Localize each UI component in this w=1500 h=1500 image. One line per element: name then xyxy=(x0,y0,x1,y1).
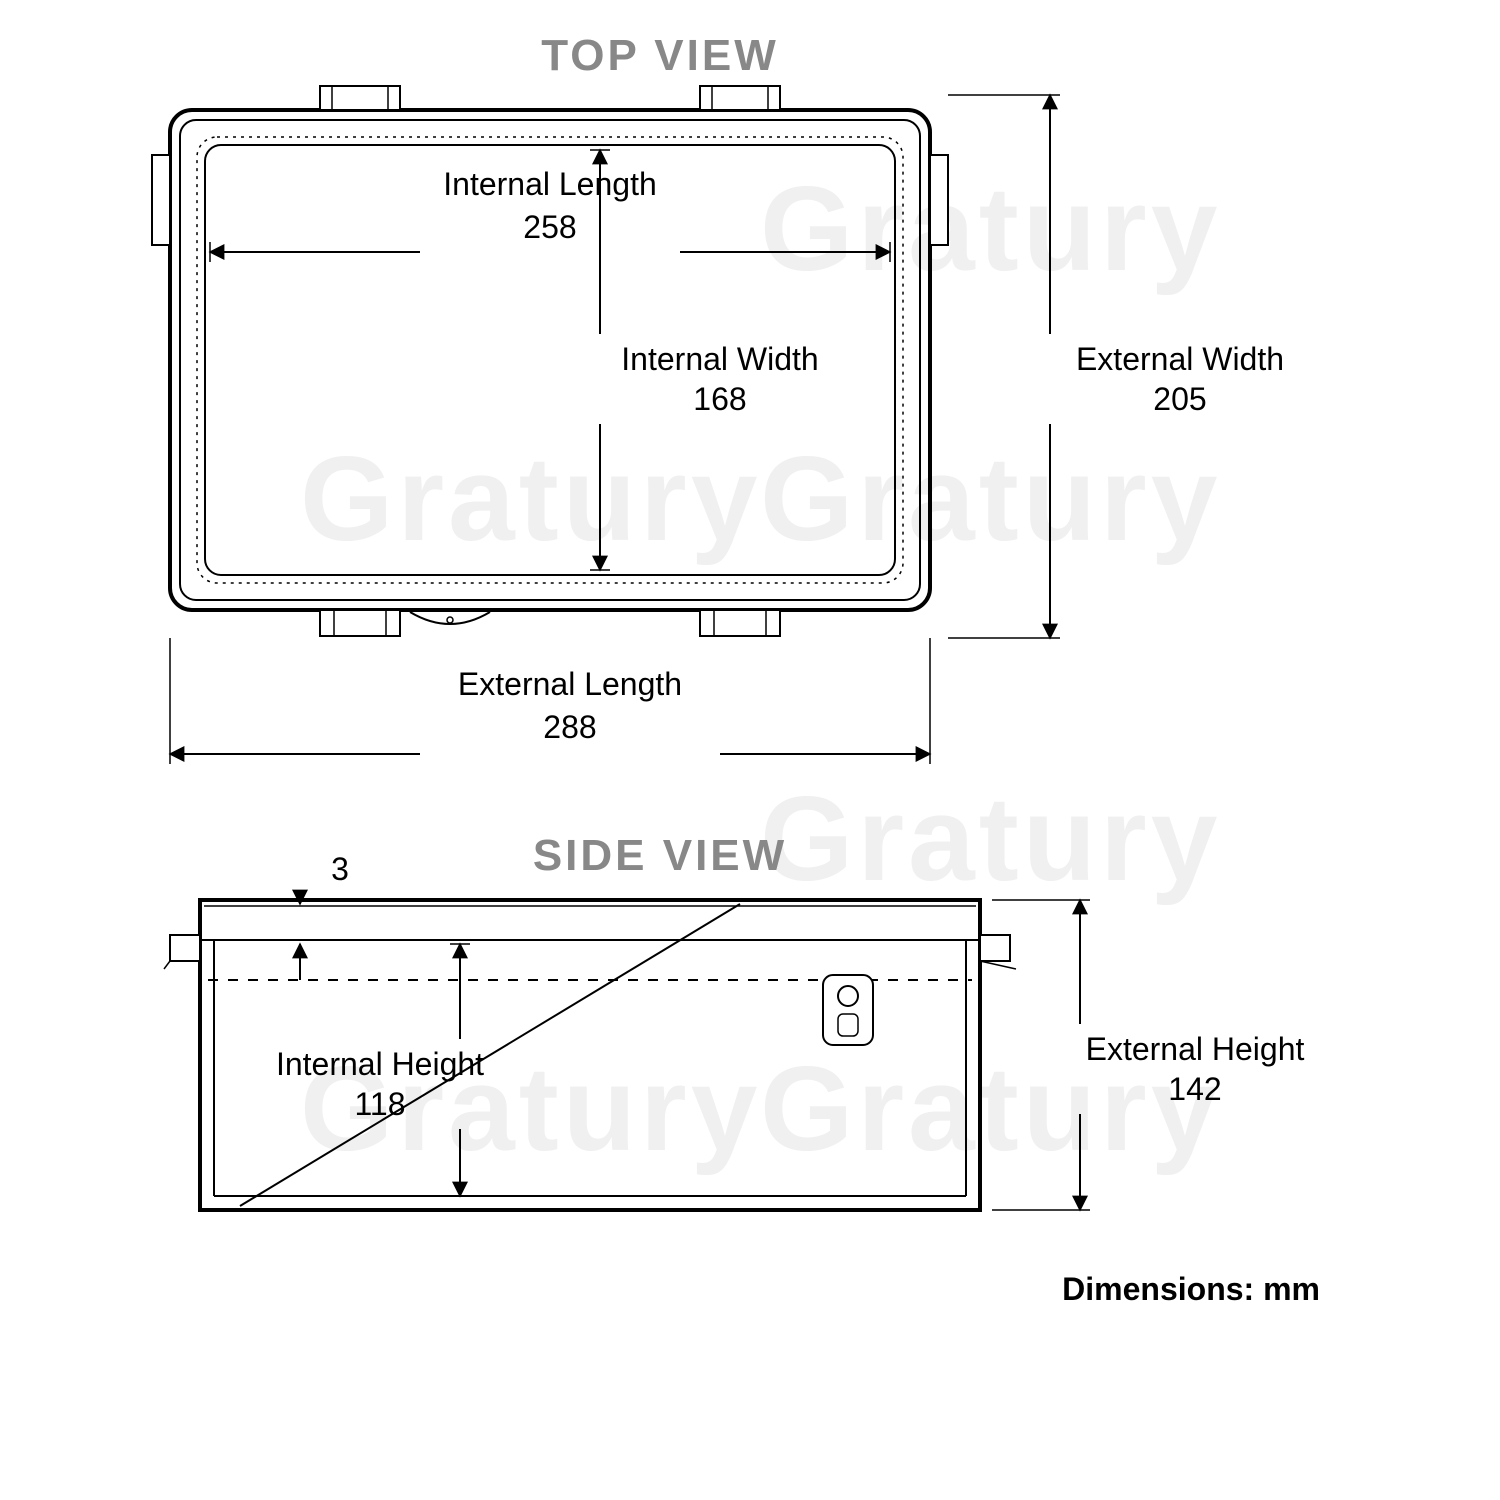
external-width-label: External Width xyxy=(1076,341,1284,377)
watermark: GraturyGraturyGraturyGraturyGraturyGratu… xyxy=(300,162,1221,1176)
svg-text:Gratury: Gratury xyxy=(760,162,1221,296)
external-height-value: 142 xyxy=(1168,1071,1221,1107)
side-view-title: SIDE VIEW xyxy=(533,831,787,880)
flange xyxy=(170,935,200,961)
dimension-diagram: GraturyGraturyGraturyGraturyGraturyGratu… xyxy=(0,0,1500,1500)
side-tab xyxy=(152,155,170,245)
svg-text:Gratury: Gratury xyxy=(760,772,1221,906)
internal-height-value: 118 xyxy=(354,1086,405,1122)
external-length-value: 288 xyxy=(543,709,596,745)
lid-thickness-value: 3 xyxy=(331,851,349,887)
external-height-label: External Height xyxy=(1086,1031,1305,1067)
handle-notch xyxy=(410,612,490,624)
latch xyxy=(320,610,400,636)
internal-height-label: Internal Height xyxy=(276,1046,484,1082)
external-width-value: 205 xyxy=(1153,381,1206,417)
svg-text:Gratury: Gratury xyxy=(300,432,761,566)
flange xyxy=(980,935,1010,961)
side-tab xyxy=(930,155,948,245)
top-view-title: TOP VIEW xyxy=(541,31,779,80)
external-length-label: External Length xyxy=(458,666,682,702)
side-latch xyxy=(823,975,873,1045)
units-note: Dimensions: mm xyxy=(1062,1271,1320,1307)
internal-length-label: Internal Length xyxy=(443,166,657,202)
svg-text:Gratury: Gratury xyxy=(760,432,1221,566)
internal-length-value: 258 xyxy=(523,209,576,245)
latch xyxy=(700,610,780,636)
internal-width-label: Internal Width xyxy=(621,341,818,377)
internal-width-value: 168 xyxy=(693,381,746,417)
hinge xyxy=(700,86,780,110)
hinge xyxy=(320,86,400,110)
